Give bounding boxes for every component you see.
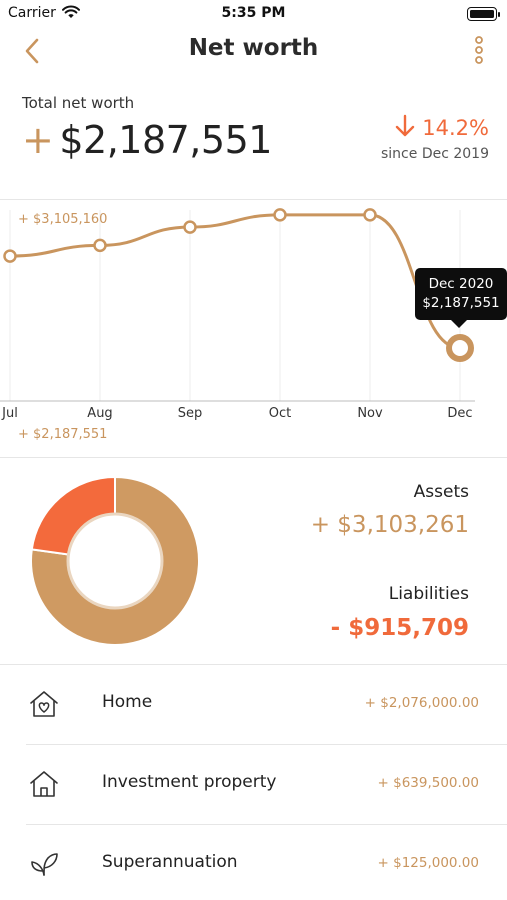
- x-tick-label: Nov: [357, 406, 383, 421]
- assets-liabilities-section: Assets + $3,103,261 Liabilities - $915,7…: [0, 458, 507, 664]
- item-amount: + $639,500.00: [377, 775, 480, 791]
- change-percent: 14.2%: [422, 116, 489, 140]
- item-amount: + $2,076,000.00: [364, 695, 479, 711]
- status-bar: Carrier 5:35 PM: [0, 0, 507, 28]
- positive-sign: +: [22, 118, 54, 162]
- leaf-icon: [31, 853, 58, 876]
- tooltip-date: Dec 2020: [428, 276, 494, 292]
- item-name: Superannuation: [102, 852, 238, 872]
- chart-min-label: + $2,187,551: [18, 427, 108, 442]
- net-worth-amount: $2,187,551: [59, 118, 272, 162]
- data-point: [273, 208, 287, 222]
- donut-chart: [30, 476, 200, 646]
- data-point: [363, 208, 377, 222]
- data-point: [93, 238, 107, 253]
- data-point: [3, 249, 17, 263]
- item-amount: + $125,000.00: [377, 855, 480, 871]
- list-item-investment-property[interactable]: Investment property + $639,500.00: [0, 745, 507, 825]
- total-net-worth-label: Total net worth: [22, 94, 135, 112]
- carrier-label: Carrier: [8, 5, 56, 21]
- page-title: Net worth: [188, 35, 319, 61]
- change-indicator: 14.2% since Dec 2019: [381, 114, 489, 162]
- home-heart-icon: [30, 691, 58, 717]
- total-net-worth-value: + $2,187,551: [22, 118, 272, 162]
- chevron-left-icon[interactable]: [22, 38, 42, 64]
- x-tick-label: Oct: [269, 406, 291, 421]
- divider: [0, 199, 507, 200]
- tooltip-value: $2,187,551: [422, 295, 500, 311]
- donut-hole: [66, 512, 164, 610]
- net-worth-chart[interactable]: Jul Aug Sep Oct Nov Dec + $3,105,160 + $2,187…: [0, 200, 507, 457]
- battery-icon: [467, 7, 500, 21]
- series-line: [8, 213, 462, 350]
- x-tick-label: Jul: [1, 406, 18, 421]
- liabilities-value: - $915,709: [330, 615, 469, 641]
- chart-tooltip: Dec 2020 $2,187,551: [415, 268, 507, 328]
- asset-list: Home + $2,076,000.00 Investment property…: [0, 665, 507, 900]
- line-chart[interactable]: Jul Aug Sep Oct Nov Dec: [0, 200, 507, 457]
- x-tick-label: Dec: [447, 406, 472, 421]
- data-point: [183, 220, 197, 234]
- row-divider: [26, 744, 507, 745]
- change-since-label: since Dec 2019: [381, 146, 489, 162]
- divider: [0, 664, 507, 665]
- more-vertical-icon[interactable]: [471, 36, 487, 66]
- highlighted-data-point: [446, 334, 474, 362]
- list-item-home[interactable]: Home + $2,076,000.00: [0, 665, 507, 745]
- clock: 5:35 PM: [221, 5, 286, 21]
- nav-bar: Net worth: [0, 28, 507, 74]
- wifi-icon: [62, 5, 80, 18]
- assets-value: + $3,103,261: [310, 512, 469, 538]
- x-tick-label: Sep: [178, 406, 203, 421]
- liabilities-label: Liabilities: [388, 584, 469, 604]
- divider: [0, 457, 507, 458]
- x-tick-label: Aug: [87, 406, 112, 421]
- assets-label: Assets: [413, 482, 469, 502]
- chart-max-label: + $3,105,160: [18, 212, 108, 227]
- arrow-down-icon: [396, 114, 415, 137]
- house-icon: [30, 771, 58, 797]
- item-name: Home: [102, 692, 153, 712]
- item-name: Investment property: [102, 772, 277, 792]
- list-item-superannuation[interactable]: Superannuation + $125,000.00: [0, 825, 507, 900]
- row-divider: [26, 824, 507, 825]
